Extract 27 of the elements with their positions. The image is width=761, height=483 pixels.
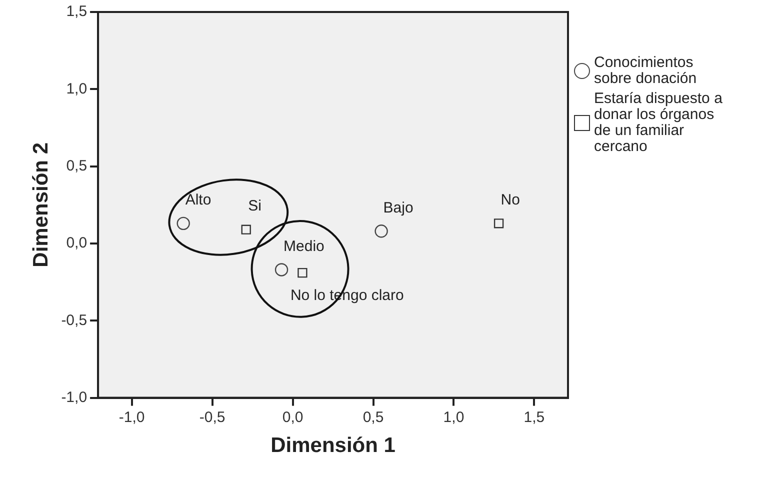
y-tick-label: 1,5	[66, 3, 88, 20]
y-tick-label: -1,0	[61, 388, 88, 406]
x-axis-title: Dimensión 1	[270, 434, 396, 458]
y-tick-label: 0,5	[66, 157, 88, 174]
point	[374, 224, 388, 238]
x-tick-label: 1,0	[443, 408, 464, 426]
annotation: Si	[248, 198, 262, 215]
y-tick-label: 0,0	[66, 234, 88, 252]
x-tick-label: 1,5	[524, 408, 545, 426]
annotation: No	[500, 192, 520, 209]
x-tick-label: -1,0	[118, 408, 145, 426]
point	[241, 224, 251, 234]
point	[274, 263, 288, 276]
legend-label: Conocimientos sobre donación	[594, 54, 698, 87]
point	[298, 268, 308, 278]
y-axis-title: Dimensión 2	[29, 142, 52, 268]
x-tick-label: 0,5	[362, 408, 384, 426]
point	[176, 216, 190, 230]
point	[494, 218, 504, 228]
annotation: Medio	[284, 238, 324, 255]
x-tick-label: 0,0	[282, 408, 304, 426]
y-tick-label: -0,5	[61, 312, 88, 329]
y-tick-label: 1,0	[66, 80, 88, 98]
annotation: Alto	[185, 192, 212, 209]
legend-label: Estaría dispuesto a donar los órganos de un familiar cercano	[594, 90, 724, 155]
x-tick-label: -0,5	[199, 408, 226, 426]
annotation: Bajo	[383, 199, 414, 216]
